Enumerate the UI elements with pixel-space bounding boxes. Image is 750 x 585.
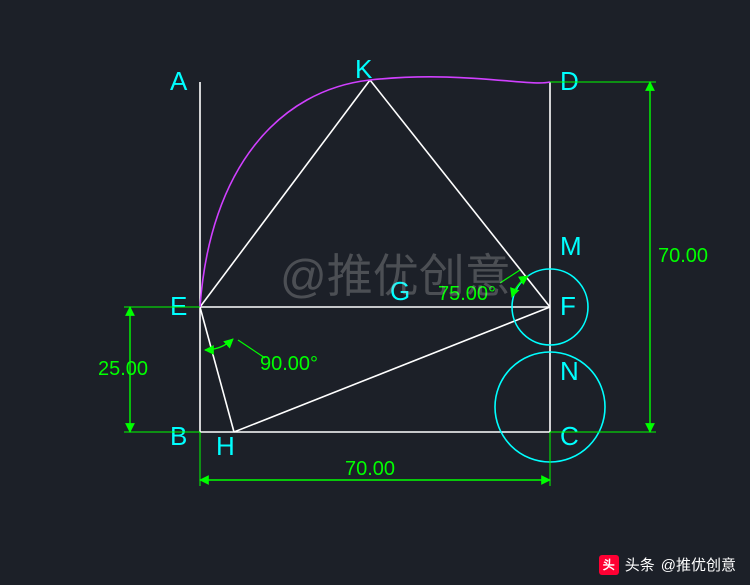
attribution-footer: 头 头条 @推优创意 bbox=[599, 554, 736, 575]
point-label: C bbox=[560, 421, 579, 451]
point-label: A bbox=[170, 66, 188, 96]
point-label: G bbox=[390, 276, 410, 306]
line bbox=[200, 307, 234, 432]
angle-value: 90.00° bbox=[260, 353, 318, 375]
point-label: E bbox=[170, 291, 187, 321]
dim-value: 25.00 bbox=[98, 358, 148, 380]
point-label: K bbox=[355, 54, 373, 84]
point-label: M bbox=[560, 231, 582, 261]
point-label: B bbox=[170, 421, 187, 451]
dim-value: 70.00 bbox=[658, 245, 708, 267]
dim-value: 70.00 bbox=[345, 458, 395, 480]
cad-diagram: A B C D E F G H K M N 70.00 70.00 25.00 90.00° 75.00° bbox=[0, 0, 750, 585]
footer-prefix: 头条 bbox=[625, 554, 655, 575]
point-label: D bbox=[560, 66, 579, 96]
toutiao-logo-icon: 头 bbox=[599, 555, 619, 575]
point-label: F bbox=[560, 291, 576, 321]
line bbox=[370, 80, 550, 307]
footer-handle: @推优创意 bbox=[661, 554, 736, 575]
point-label: H bbox=[216, 431, 235, 461]
angle-leader bbox=[500, 270, 520, 283]
angle-value: 75.00° bbox=[438, 283, 496, 305]
arc-ekd bbox=[200, 77, 550, 307]
point-label: N bbox=[560, 356, 579, 386]
